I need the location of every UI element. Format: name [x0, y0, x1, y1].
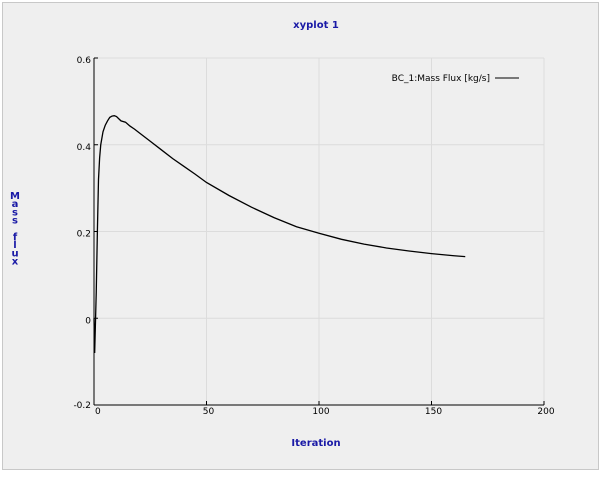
x-tick-label: 150 — [425, 407, 442, 417]
y-tick-label: 0 — [85, 316, 91, 326]
grid — [94, 57, 545, 405]
x-axis-label: Iteration — [291, 438, 340, 449]
series-line-mass-flux — [93, 115, 466, 353]
x-tick-label: 200 — [537, 407, 554, 417]
y-tick-label: 0.2 — [77, 230, 91, 240]
plot-window: xyplot 1 0 50 100 150 200 -0.2 0 0.2 0.4 0.6 BC_1… — [2, 2, 599, 470]
legend: BC_1:Mass Flux [kg/s] — [392, 74, 519, 84]
y-tick-label: 0.6 — [77, 56, 92, 66]
xy-plot: xyplot 1 0 50 100 150 200 -0.2 0 0.2 0.4 0.6 BC_1… — [10, 20, 555, 449]
legend-label: BC_1:Mass Flux [kg/s] — [392, 74, 490, 84]
y-tick-label: 0.4 — [77, 143, 92, 153]
x-tick-label: 0 — [95, 407, 101, 417]
ticks: 0 50 100 150 200 -0.2 0 0.2 0.4 0.6 — [73, 56, 554, 417]
x-tick-label: 50 — [203, 407, 215, 417]
y-tick-label: -0.2 — [73, 401, 91, 411]
x-tick-label: 100 — [312, 407, 329, 417]
chart-title: xyplot 1 — [293, 20, 339, 31]
